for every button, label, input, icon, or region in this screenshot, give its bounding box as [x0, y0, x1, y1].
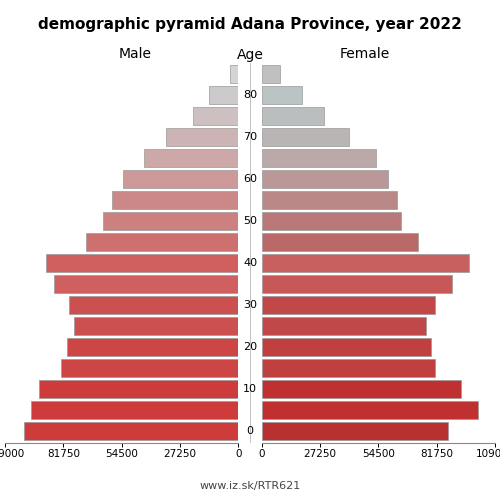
- Bar: [262, 296, 435, 314]
- Bar: [262, 422, 448, 440]
- Bar: [54, 276, 238, 292]
- Bar: [262, 234, 418, 250]
- Bar: [24, 422, 238, 440]
- Bar: [262, 318, 426, 334]
- Bar: [262, 192, 396, 208]
- Text: 70: 70: [243, 132, 257, 142]
- Bar: [262, 276, 452, 292]
- Bar: [262, 338, 431, 355]
- Bar: [262, 212, 401, 230]
- Bar: [86, 234, 238, 250]
- Bar: [262, 66, 280, 82]
- Bar: [262, 128, 350, 146]
- Bar: [104, 212, 238, 230]
- Bar: [60, 360, 238, 376]
- Text: Female: Female: [340, 48, 390, 62]
- Bar: [262, 402, 478, 418]
- Text: 50: 50: [243, 216, 257, 226]
- Bar: [262, 360, 435, 376]
- Bar: [67, 338, 238, 355]
- Bar: [122, 170, 238, 188]
- Bar: [46, 254, 238, 272]
- Text: Male: Male: [118, 48, 152, 62]
- Bar: [74, 318, 238, 334]
- Bar: [69, 296, 238, 314]
- Text: Age: Age: [236, 48, 264, 62]
- Bar: [230, 66, 238, 82]
- Bar: [262, 108, 324, 124]
- Bar: [30, 402, 238, 418]
- Bar: [262, 86, 302, 104]
- Text: www.iz.sk/RTR621: www.iz.sk/RTR621: [200, 481, 300, 491]
- Text: 20: 20: [243, 342, 257, 352]
- Bar: [166, 128, 238, 146]
- Bar: [262, 254, 470, 272]
- Text: 40: 40: [243, 258, 257, 268]
- Bar: [262, 380, 460, 398]
- Bar: [194, 108, 238, 124]
- Text: 10: 10: [243, 384, 257, 394]
- Bar: [112, 192, 238, 208]
- Text: demographic pyramid Adana Province, year 2022: demographic pyramid Adana Province, year…: [38, 18, 462, 32]
- Bar: [262, 170, 388, 188]
- Text: 0: 0: [246, 426, 254, 436]
- Text: 80: 80: [243, 90, 257, 100]
- Text: 30: 30: [243, 300, 257, 310]
- Bar: [144, 150, 238, 166]
- Bar: [40, 380, 238, 398]
- Bar: [210, 86, 238, 104]
- Bar: [262, 150, 376, 166]
- Text: 60: 60: [243, 174, 257, 184]
